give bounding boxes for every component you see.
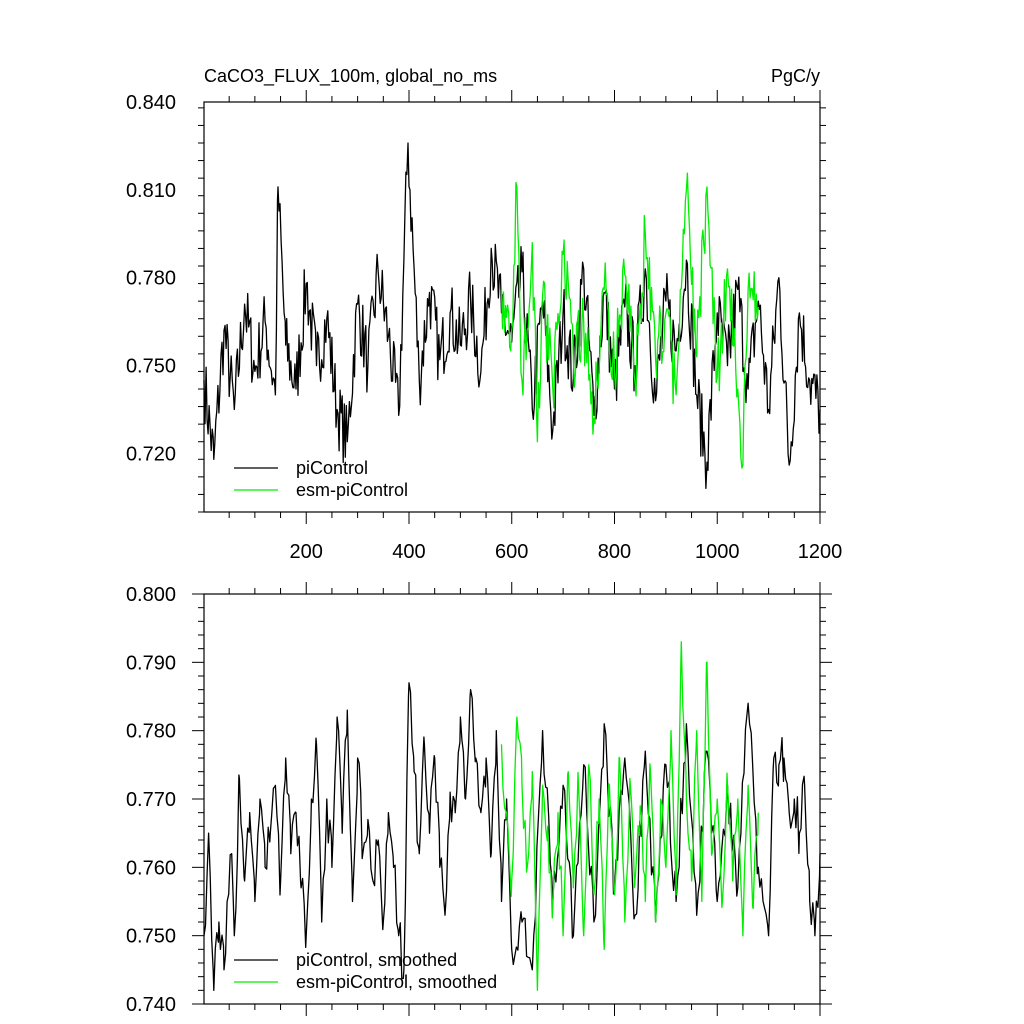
series-line-esm-picontrol-smoothed bbox=[500, 641, 759, 991]
top-panel: CaCO3_FLUX_100m, global_no_ms PgC/y 0.72… bbox=[126, 66, 842, 563]
y-tick-label: 0.790 bbox=[126, 652, 176, 674]
x-tick-label: 1200 bbox=[798, 541, 843, 563]
y-tick-label: 0.810 bbox=[126, 180, 176, 202]
top-plot-frame bbox=[203, 101, 821, 513]
y-tick-label: 0.740 bbox=[126, 994, 176, 1016]
y-tick-label: 0.780 bbox=[126, 721, 176, 743]
y-tick-label: 0.760 bbox=[126, 857, 176, 879]
y-tick-label: 0.840 bbox=[126, 92, 176, 114]
x-tick-label: 200 bbox=[290, 541, 323, 563]
bottom-series-group bbox=[203, 641, 821, 991]
series-line-picontrol bbox=[203, 142, 821, 489]
top-legend: piControl esm-piControl bbox=[234, 458, 408, 500]
top-chart-title: CaCO3_FLUX_100m, global_no_ms bbox=[204, 66, 497, 87]
bottom-legend: piControl, smoothed esm-piControl, smoot… bbox=[234, 950, 497, 992]
y-tick-label: 0.750 bbox=[126, 926, 176, 948]
legend-label-esm-picontrol: esm-piControl bbox=[296, 480, 408, 500]
series-line-esm-picontrol bbox=[500, 172, 759, 469]
legend-label-picontrol-smoothed: piControl, smoothed bbox=[296, 950, 457, 970]
x-tick-label: 600 bbox=[495, 541, 528, 563]
y-tick-label: 0.800 bbox=[126, 584, 176, 606]
legend-label-esm-picontrol-smoothed: esm-piControl, smoothed bbox=[296, 972, 497, 992]
y-tick-label: 0.780 bbox=[126, 268, 176, 290]
x-tick-label: 400 bbox=[392, 541, 425, 563]
x-tick-label: 800 bbox=[598, 541, 631, 563]
top-series-group bbox=[203, 142, 821, 489]
legend-label-picontrol: piControl bbox=[296, 458, 368, 478]
x-tick-label: 1000 bbox=[695, 541, 740, 563]
y-tick-label: 0.770 bbox=[126, 789, 176, 811]
bottom-axes: 0.740 0.750 0.760 0.770 0.780 0.790 0.800 bbox=[126, 582, 832, 1016]
y-tick-label: 0.720 bbox=[126, 443, 176, 465]
y-tick-label: 0.750 bbox=[126, 356, 176, 378]
bottom-plot-frame bbox=[203, 593, 821, 1005]
bottom-panel: 0.740 0.750 0.760 0.770 0.780 0.790 0.800 piCo… bbox=[126, 582, 832, 1016]
series-line-picontrol-smoothed bbox=[203, 682, 821, 991]
top-axes: 0.720 0.750 0.780 0.810 0.840 200 400 600 800 100… bbox=[126, 90, 842, 563]
top-chart-units: PgC/y bbox=[771, 66, 820, 86]
